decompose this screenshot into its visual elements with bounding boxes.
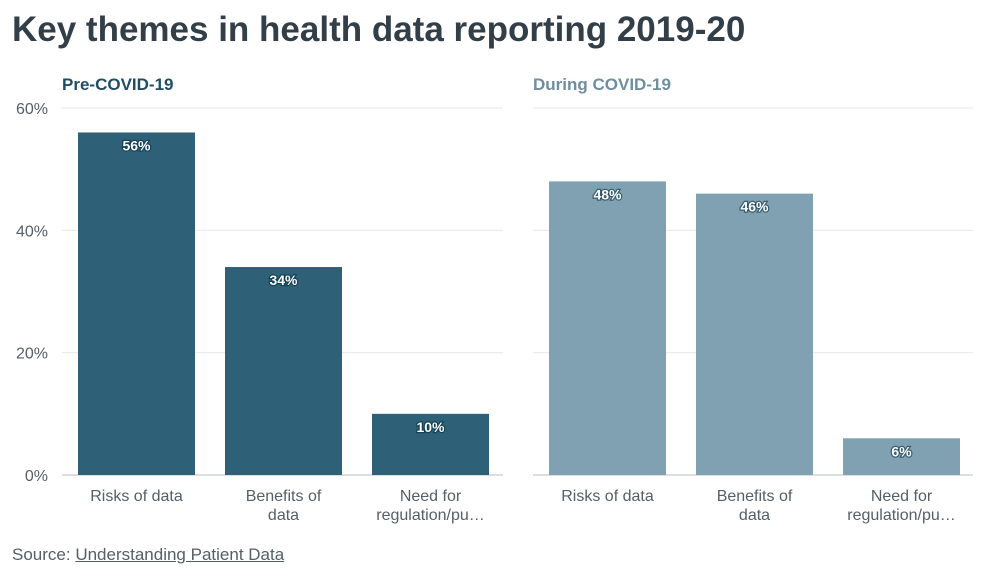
data-label: 6% bbox=[891, 443, 912, 459]
source-prefix: Source: bbox=[12, 545, 76, 564]
x-tick-label-line: regulation/pu… bbox=[847, 507, 956, 524]
x-tick-label: Need for regulation/pu… bbox=[847, 488, 956, 524]
panel-title: During COVID-19 bbox=[533, 75, 671, 94]
data-label: 46% bbox=[740, 199, 769, 215]
chart-title: Key themes in health data reporting 2019… bbox=[12, 10, 746, 49]
data-label: 34% bbox=[269, 272, 298, 288]
panel-during-covid: During COVID-19 48% Risks of data 46% Benefi… bbox=[533, 75, 973, 524]
y-tick-label: 20% bbox=[16, 346, 48, 363]
x-tick-label-line: Need for bbox=[400, 488, 462, 505]
bar[interactable] bbox=[549, 181, 666, 475]
x-tick-label: Need for regulation/pu… bbox=[376, 488, 485, 524]
bar[interactable] bbox=[225, 267, 342, 475]
x-tick-label: Benefits of data bbox=[717, 488, 793, 524]
chart-area: Pre-COVID-19 0% 20% 40% 60% 56% Risks of data 3… bbox=[16, 75, 973, 524]
bar[interactable] bbox=[372, 413, 489, 475]
x-tick-label-line: data bbox=[739, 507, 770, 524]
x-tick-label-line: Risks of data bbox=[90, 488, 183, 505]
bar[interactable] bbox=[696, 193, 813, 475]
data-label: 48% bbox=[593, 186, 622, 202]
data-label: 10% bbox=[416, 419, 445, 435]
y-tick-label: 40% bbox=[16, 223, 48, 240]
x-tick-label-line: Benefits of bbox=[246, 488, 322, 505]
bar[interactable] bbox=[78, 132, 195, 475]
y-tick-label: 0% bbox=[25, 468, 48, 485]
source-link[interactable]: Understanding Patient Data bbox=[75, 545, 285, 564]
x-tick-label-line: Benefits of bbox=[717, 488, 793, 505]
y-tick-label: 60% bbox=[16, 101, 48, 118]
data-label: 56% bbox=[122, 137, 151, 153]
x-tick-label-line: data bbox=[268, 507, 299, 524]
x-tick-label-line: regulation/pu… bbox=[376, 507, 485, 524]
panel-title: Pre-COVID-19 bbox=[62, 75, 173, 94]
x-tick-label-line: Need for bbox=[871, 488, 933, 505]
x-tick-label-line: Risks of data bbox=[561, 488, 654, 505]
bar[interactable] bbox=[843, 438, 960, 475]
x-tick-label: Risks of data bbox=[561, 488, 654, 505]
source-note: Source: Understanding Patient Data bbox=[12, 545, 284, 565]
x-tick-label: Risks of data bbox=[90, 488, 183, 505]
panel-pre-covid: Pre-COVID-19 0% 20% 40% 60% 56% Risks of data 3… bbox=[16, 75, 503, 524]
x-tick-label: Benefits of data bbox=[246, 488, 322, 524]
